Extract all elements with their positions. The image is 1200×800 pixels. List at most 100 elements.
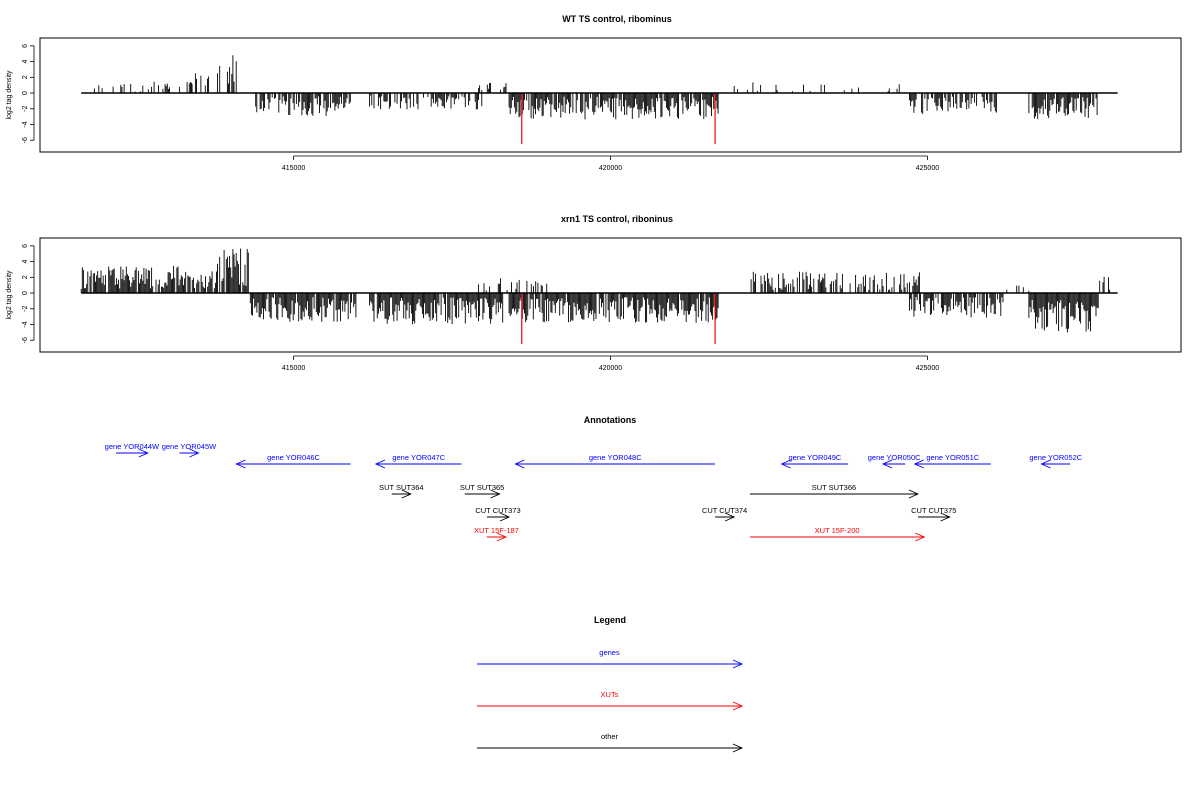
annotation-label: gene YOR051C	[926, 453, 979, 462]
annotation-label: CUT CUT374	[702, 506, 747, 515]
legend-items: genes XUTs other	[477, 648, 744, 753]
annotation-feature: gene YOR047C	[374, 453, 462, 469]
annotation-feature: gene YOR049C	[780, 453, 849, 469]
legend-panel: Legend genes XUTs other	[477, 615, 744, 753]
annotation-arrowhead	[724, 512, 736, 522]
wt-track-y-axis: -6 -4 -2 0 2 4 6	[22, 44, 35, 143]
wt-y-tick-label: -6	[22, 137, 29, 143]
annotation-label: XUT 15F-200	[815, 526, 860, 535]
xrn1-y-tick-label: 2	[22, 275, 29, 279]
legend-arrowhead	[732, 659, 744, 669]
legend-item: other	[477, 732, 744, 753]
wt-y-tick-label: 4	[22, 60, 29, 64]
legend-item: XUTs	[477, 690, 744, 711]
xrn1-y-tick-label: 4	[22, 260, 29, 264]
wt-y-tick-label: -4	[22, 121, 29, 127]
xrn1-track-frame	[39, 237, 1182, 353]
xrn1-x-tick-label: 425000	[916, 365, 939, 372]
wt-x-tick-label: 420000	[599, 165, 622, 172]
annotation-feature: gene YOR050C	[868, 453, 921, 469]
wt-track-markers	[521, 93, 716, 145]
annotation-feature: gene YOR052C	[1029, 453, 1083, 469]
xrn1-y-tick-label: -4	[22, 321, 29, 327]
annotation-label: SUT SUT365	[460, 483, 504, 492]
annotation-arrowhead	[499, 512, 511, 522]
annotation-arrowhead	[374, 459, 386, 469]
annotation-arrowhead	[780, 459, 791, 469]
annotation-feature: gene YOR051C	[913, 453, 991, 469]
wt-track-title: WT TS control, ribominus	[562, 14, 672, 24]
xrn1-track-markers	[521, 293, 716, 345]
annotation-arrowhead	[908, 489, 920, 499]
annotation-feature: gene YOR048C	[514, 453, 716, 469]
wt-x-tick-label: 425000	[916, 165, 939, 172]
wt-y-tick-label: 0	[22, 91, 29, 95]
wt-track-ylabel: log2 tag density	[6, 70, 13, 120]
annotation-feature: gene YOR044W	[105, 442, 160, 458]
annotation-label: gene YOR050C	[868, 453, 921, 462]
legend-arrowhead	[732, 701, 744, 711]
xrn1-y-tick-label: 0	[22, 291, 29, 295]
wt-track-x-axis: 415000 420000 425000	[282, 155, 939, 172]
wt-y-tick-label: -2	[22, 106, 29, 112]
legend-label: genes	[599, 648, 620, 657]
annotation-feature: XUT 15F-187	[474, 526, 519, 542]
xrn1-track-panel: xrn1 TS control, riboninus log2 tag dens…	[6, 214, 1182, 372]
annotation-arrowhead	[940, 512, 951, 522]
legend-label: other	[601, 732, 619, 741]
annotation-label: gene YOR044W	[105, 442, 160, 451]
annotation-feature: CUT CUT375	[911, 506, 956, 522]
annotation-label: SUT SUT366	[812, 483, 856, 492]
annotation-label: gene YOR045W	[162, 442, 217, 451]
wt-track-panel: WT TS control, ribominus log2 tag densit…	[6, 14, 1182, 172]
annotation-label: CUT CUT375	[911, 506, 956, 515]
annotations-panel: Annotations gene YOR044W gene YOR045Wgene…	[105, 415, 1083, 542]
annotation-feature: gene YOR045W	[162, 442, 217, 458]
annotation-features: gene YOR044W gene YOR045W gene YOR046C gene…	[105, 442, 1083, 542]
annotation-feature: SUT SUT364	[379, 483, 424, 499]
annotation-feature: SUT SUT365	[460, 483, 504, 499]
annotation-label: XUT 15F-187	[474, 526, 519, 535]
annotation-feature: gene YOR046C	[235, 453, 351, 469]
legend-label: XUTs	[601, 690, 619, 699]
xrn1-y-tick-label: 6	[22, 244, 29, 248]
wt-x-tick-label: 415000	[282, 165, 305, 172]
wt-y-tick-label: 6	[22, 44, 29, 48]
xrn1-x-tick-label: 415000	[282, 365, 305, 372]
xrn1-y-tick-label: -6	[22, 337, 29, 343]
annotation-arrowhead	[490, 489, 501, 499]
xrn1-track-y-axis: -6 -4 -2 0 2 4 6	[22, 244, 35, 343]
annotation-feature: SUT SUT366	[749, 483, 920, 499]
xrn1-track-x-axis: 415000 420000 425000	[282, 355, 939, 372]
annotation-label: SUT SUT364	[379, 483, 423, 492]
annotation-label: gene YOR049C	[789, 453, 842, 462]
annotation-arrowhead	[138, 448, 149, 458]
wt-track-frame	[39, 37, 1182, 153]
annotations-title: Annotations	[584, 415, 637, 425]
xrn1-x-tick-label: 420000	[599, 365, 622, 372]
xrn1-track-ylabel: log2 tag density	[6, 270, 13, 320]
wt-y-tick-label: 2	[22, 75, 29, 79]
annotation-arrowhead	[915, 532, 926, 542]
annotation-arrowhead	[235, 459, 246, 469]
annotation-label: gene YOR047C	[392, 453, 445, 462]
annotation-label: CUT CUT373	[475, 506, 520, 515]
annotation-arrowhead	[514, 459, 525, 469]
legend-title: Legend	[594, 615, 626, 625]
legend-arrowhead	[732, 743, 744, 753]
annotation-feature: CUT CUT374	[702, 506, 747, 522]
annotation-arrowhead	[401, 489, 412, 499]
annotation-arrowhead	[189, 448, 200, 458]
xrn1-y-tick-label: -2	[22, 306, 29, 312]
annotation-label: gene YOR046C	[267, 453, 320, 462]
annotation-label: gene YOR048C	[589, 453, 642, 462]
xrn1-track-title: xrn1 TS control, riboninus	[561, 214, 673, 224]
wt-track-bars	[93, 55, 1098, 120]
annotation-feature: CUT CUT373	[475, 506, 521, 522]
xrn1-track-bars	[80, 248, 1111, 333]
annotation-label: gene YOR052C	[1029, 453, 1082, 462]
annotation-arrowhead	[913, 459, 924, 469]
annotation-arrowhead	[881, 459, 893, 469]
legend-item: genes	[477, 648, 744, 669]
annotation-feature: XUT 15F-200	[749, 526, 926, 542]
